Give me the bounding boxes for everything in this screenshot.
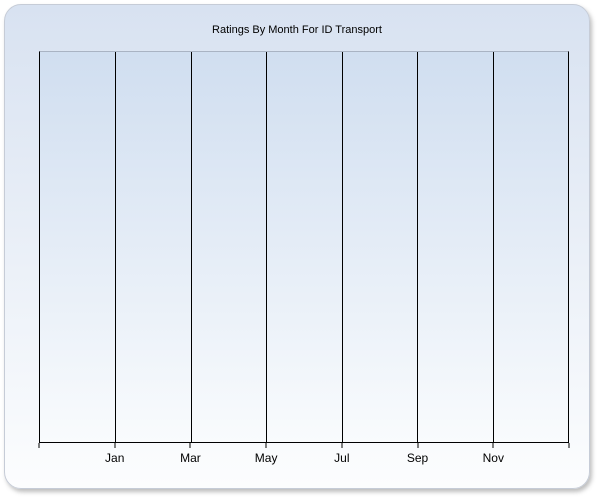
- gridline: [115, 52, 117, 442]
- axis-tick: [114, 443, 116, 448]
- x-axis-label: Jul: [334, 451, 350, 465]
- axis-tick: [417, 443, 419, 448]
- chart-panel: Ratings By Month For ID Transport Jan Mar…: [4, 4, 590, 489]
- axis-tick: [341, 443, 343, 448]
- x-axis-label: May: [254, 451, 278, 465]
- axis-tick: [568, 443, 570, 448]
- x-axis-label: Mar: [180, 451, 201, 465]
- gridline: [417, 52, 419, 442]
- gridline: [190, 52, 192, 442]
- x-axis-ticks: [38, 443, 570, 449]
- gridline: [492, 52, 494, 442]
- plot-area: [39, 51, 569, 443]
- gridlines: [40, 52, 568, 442]
- axis-tick: [492, 443, 494, 448]
- gridline: [341, 52, 343, 442]
- chart-title: Ratings By Month For ID Transport: [212, 24, 382, 36]
- axis-tick: [38, 443, 40, 448]
- axis-tick: [265, 443, 267, 448]
- x-axis-labels: Jan Mar May Jul Sep Nov: [39, 451, 569, 466]
- x-axis-label: Sep: [406, 451, 429, 465]
- gridline: [266, 52, 268, 442]
- x-axis-label: Nov: [482, 451, 504, 465]
- axis-tick: [189, 443, 191, 448]
- x-axis-label: Jan: [105, 451, 125, 465]
